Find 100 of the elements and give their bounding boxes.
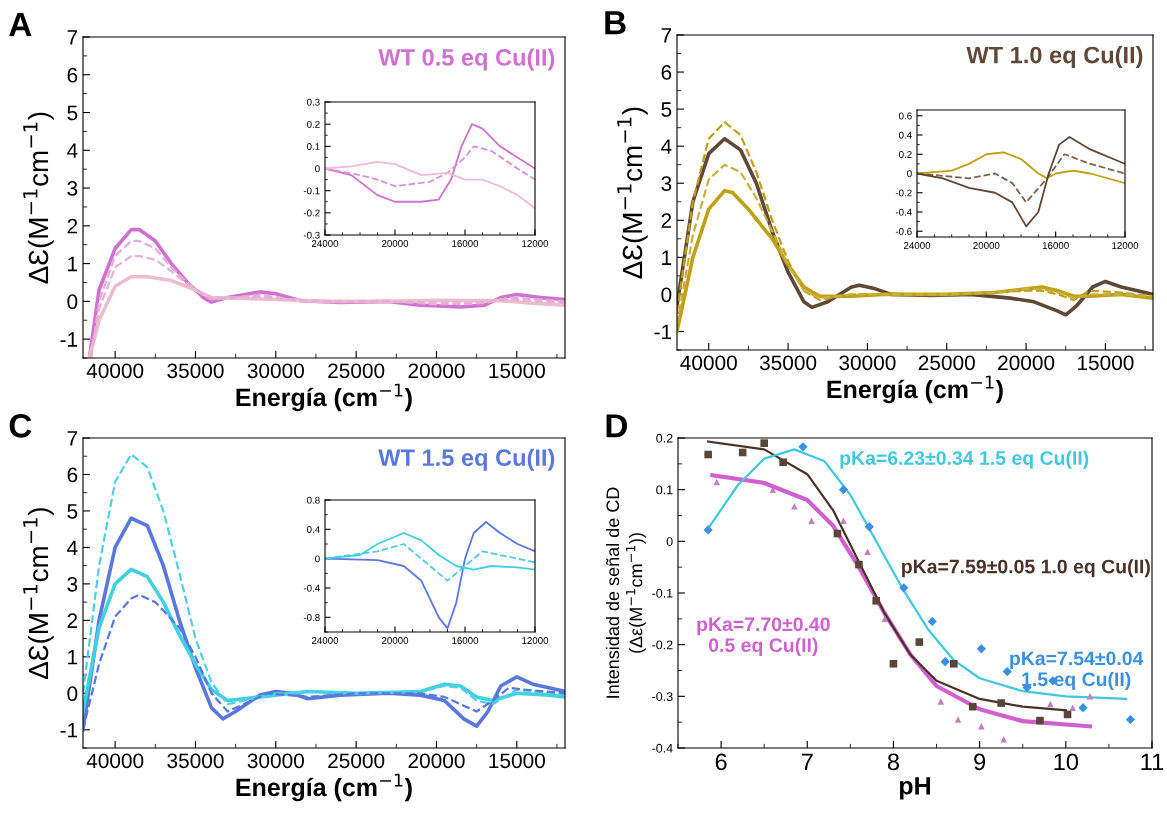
x-tick-label: 20000 (381, 240, 409, 247)
y-tick-label: 2 (661, 213, 672, 228)
x-tick-label: 35000 (759, 355, 817, 371)
y-tick-label: -0.2 (303, 209, 320, 217)
y-tick-label: 5 (67, 105, 78, 121)
y-axis-title: ΔƐ(M$^{−1}$cm$^{−1}$) (23, 508, 54, 679)
y-tick-label: 3 (67, 181, 78, 196)
y-tick-label: 5 (661, 102, 672, 117)
x-axis-title: pH (899, 777, 930, 800)
y-tick-label: 0.2 (656, 433, 673, 443)
y-tick-label: -1 (60, 722, 78, 738)
y-tick-label: 1 (68, 650, 78, 665)
x-tick-label: 15000 (489, 363, 545, 379)
y-tick-label: 0.4 (307, 526, 320, 533)
x-tick-label: 40000 (86, 363, 144, 379)
x-axis-title: Energía (cm$^{−1}$) (236, 773, 412, 802)
y-tick-label: -0.4 (895, 208, 912, 216)
y-tick-label: 0 (661, 287, 672, 303)
text: pKa=7.70±0.40 0.5 eq Cu(II) (697, 617, 830, 656)
text: A (9, 13, 32, 36)
y-tick-label: 6 (661, 65, 672, 80)
x-tick-label: 16000 (452, 637, 479, 644)
y-axis-title: Intensidad de señal de CD (Δε(M$^{−1}$cm$^{−1}$)) (605, 487, 646, 698)
y-tick-label: 1 (662, 250, 672, 265)
x-tick-label: 25000 (328, 753, 385, 769)
y-tick-label: 0.2 (307, 120, 320, 128)
x-tick-label: 11 (1141, 753, 1164, 770)
y-tick-label: 2 (67, 613, 78, 628)
x-tick-label: 12000 (522, 240, 549, 247)
y-tick-label: 0.8 (307, 496, 320, 504)
y-tick-label: 1 (68, 256, 78, 272)
x-tick-label: 20000 (381, 637, 409, 644)
x-tick-label: 16000 (1042, 242, 1069, 249)
x-tick-label: 30000 (247, 753, 304, 769)
x-tick-label: 20000 (408, 363, 465, 379)
y-tick-label: 4 (67, 540, 78, 555)
y-tick-label: 7 (67, 30, 78, 45)
y-tick-label: -1 (654, 324, 672, 340)
y-tick-label: -0.2 (652, 640, 673, 650)
y-tick-label: 0 (907, 170, 912, 178)
x-tick-label: 15000 (1078, 355, 1134, 371)
y-tick-label: 7 (661, 28, 672, 43)
x-tick-label: 15000 (489, 753, 545, 769)
y-tick-label: 3 (661, 176, 672, 191)
y-axis-title: ΔƐ(M$^{−1}$cm$^{−1}$) (23, 112, 54, 284)
x-tick-label: 40000 (680, 355, 737, 371)
y-tick-label: 6 (67, 467, 78, 483)
series-label: pKa=7.59±0.05 1.0 eq Cu(II) (902, 559, 1150, 578)
y-tick-label: 0.6 (899, 112, 912, 120)
x-tick-label: 24000 (903, 242, 931, 249)
x-tick-label: 24000 (311, 240, 339, 247)
x-tick-label: 20000 (408, 753, 465, 769)
x-tick-label: 7 (801, 753, 813, 770)
y-tick-label: -0.6 (895, 227, 912, 235)
y-tick-label: 0.1 (307, 143, 320, 150)
y-tick-label: 4 (661, 139, 672, 154)
x-tick-label: 35000 (167, 753, 224, 769)
y-tick-label: 0 (315, 165, 320, 173)
x-tick-label: 24000 (311, 637, 339, 644)
text: B (605, 11, 626, 35)
x-tick-label: 16000 (452, 240, 479, 247)
series-label: pKa=7.54±0.04 1.5 eq Cu(II) (1010, 651, 1144, 691)
x-tick-label: 20000 (973, 242, 1000, 249)
x-tick-label: 12000 (1112, 242, 1139, 249)
x-tick-label: 9 (974, 753, 986, 771)
chart-title: WT 0.5 eq Cu(II) (378, 48, 555, 71)
series-label: pKa=6.23±0.34 1.5 eq Cu(II) (840, 450, 1089, 469)
y-tick-label: 0 (315, 555, 320, 563)
x-tick-label: 40000 (86, 753, 144, 769)
y-tick-label: -1 (60, 332, 78, 347)
y-tick-label: 7 (67, 431, 78, 446)
x-tick-label: 8 (887, 753, 899, 771)
y-tick-label: 0 (67, 294, 78, 310)
y-tick-label: -0.1 (652, 588, 673, 598)
y-tick-label: -0.4 (652, 743, 673, 753)
y-tick-label: -0.3 (652, 692, 673, 701)
x-tick-label: 10 (1054, 753, 1079, 771)
text: D (606, 414, 628, 438)
x-tick-label: 35000 (167, 363, 224, 379)
x-tick-label: 25000 (328, 363, 385, 379)
x-tick-label: 25000 (918, 355, 975, 371)
y-tick-label: -0.2 (895, 189, 912, 197)
y-tick-label: 5 (67, 504, 78, 519)
y-tick-label: 0 (666, 537, 673, 546)
y-tick-label: 2 (67, 218, 78, 234)
y-tick-label: 0.2 (899, 150, 912, 158)
y-tick-label: 0 (67, 686, 78, 702)
y-tick-label: 3 (67, 576, 78, 592)
y-tick-label: -0.3 (303, 231, 320, 239)
text: C (9, 414, 32, 438)
x-tick-label: 20000 (998, 355, 1055, 371)
x-tick-label: 6 (715, 753, 727, 771)
chart-title: WT 1.5 eq Cu(II) (378, 448, 555, 471)
y-axis-title: ΔƐ(M$^{−1}$cm$^{−1}$) (617, 107, 648, 279)
y-tick-label: -0.8 (303, 614, 320, 621)
x-tick-label: 30000 (247, 363, 304, 379)
y-tick-label: 0.4 (899, 131, 912, 139)
y-tick-label: 4 (67, 143, 78, 158)
x-axis-title: Energía (cm$^{−1}$) (236, 383, 412, 412)
x-tick-label: 12000 (522, 637, 549, 644)
